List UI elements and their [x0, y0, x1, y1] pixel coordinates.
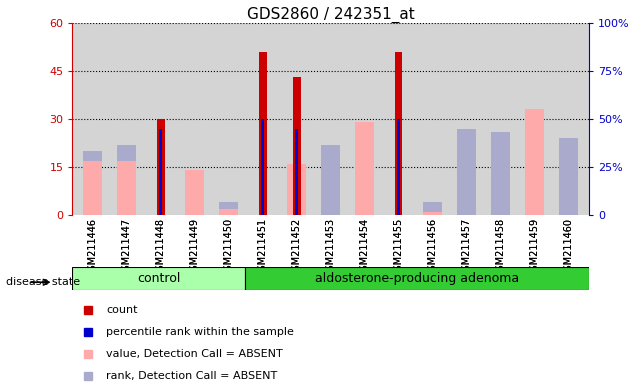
Text: GSM211453: GSM211453 — [326, 218, 336, 277]
Bar — [525, 129, 544, 215]
Bar — [185, 170, 204, 215]
Title: GDS2860 / 242351_at: GDS2860 / 242351_at — [247, 7, 415, 23]
Bar — [398, 119, 400, 215]
Bar — [117, 145, 136, 215]
Text: GSM211456: GSM211456 — [428, 218, 438, 277]
Bar — [219, 209, 238, 215]
Text: control: control — [137, 272, 180, 285]
Bar — [219, 202, 238, 215]
Text: GSM211455: GSM211455 — [394, 218, 404, 277]
Bar — [423, 202, 442, 215]
Bar — [287, 164, 306, 215]
Bar — [293, 78, 301, 215]
Bar — [559, 138, 578, 215]
Bar — [395, 52, 403, 215]
Bar — [259, 52, 266, 215]
Text: GSM211449: GSM211449 — [190, 218, 200, 276]
Text: value, Detection Call = ABSENT: value, Detection Call = ABSENT — [106, 349, 283, 359]
Bar — [355, 122, 374, 215]
Text: count: count — [106, 305, 137, 314]
Bar — [321, 145, 340, 215]
Text: GSM211446: GSM211446 — [88, 218, 98, 276]
Text: GSM211450: GSM211450 — [224, 218, 234, 277]
Text: GSM211457: GSM211457 — [462, 218, 472, 277]
Text: percentile rank within the sample: percentile rank within the sample — [106, 327, 294, 337]
Bar — [491, 132, 510, 215]
Text: GSM211459: GSM211459 — [530, 218, 540, 277]
Text: GSM211454: GSM211454 — [360, 218, 370, 277]
Bar — [423, 212, 442, 215]
Text: disease state: disease state — [6, 277, 81, 287]
Text: GSM211451: GSM211451 — [258, 218, 268, 277]
Bar — [295, 129, 298, 215]
Text: aldosterone-producing adenoma: aldosterone-producing adenoma — [315, 272, 519, 285]
Bar — [244, 267, 589, 290]
Bar — [157, 119, 164, 215]
Bar — [159, 129, 162, 215]
Bar — [84, 161, 102, 215]
Bar — [457, 129, 476, 215]
Text: GSM211452: GSM211452 — [292, 218, 302, 277]
Bar — [84, 151, 102, 215]
Text: rank, Detection Call = ABSENT: rank, Detection Call = ABSENT — [106, 371, 277, 381]
Text: GSM211448: GSM211448 — [156, 218, 166, 276]
Bar — [525, 109, 544, 215]
Text: GSM211447: GSM211447 — [122, 218, 132, 277]
Bar — [117, 161, 136, 215]
Text: GSM211458: GSM211458 — [496, 218, 506, 277]
Text: GSM211460: GSM211460 — [564, 218, 574, 276]
Bar — [261, 119, 264, 215]
Bar — [72, 267, 244, 290]
